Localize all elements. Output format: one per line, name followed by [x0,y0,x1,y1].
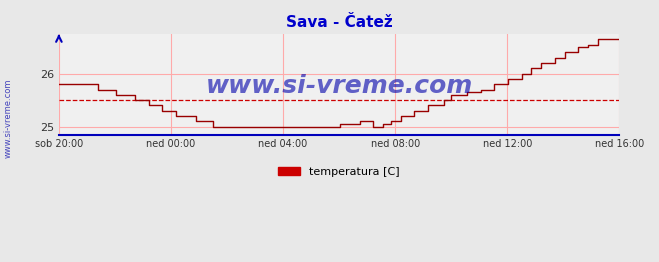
Title: Sava - Čatež: Sava - Čatež [286,15,393,30]
Legend: temperatura [C]: temperatura [C] [274,162,405,181]
Text: www.si-vreme.com: www.si-vreme.com [3,78,13,158]
Text: www.si-vreme.com: www.si-vreme.com [206,74,473,98]
